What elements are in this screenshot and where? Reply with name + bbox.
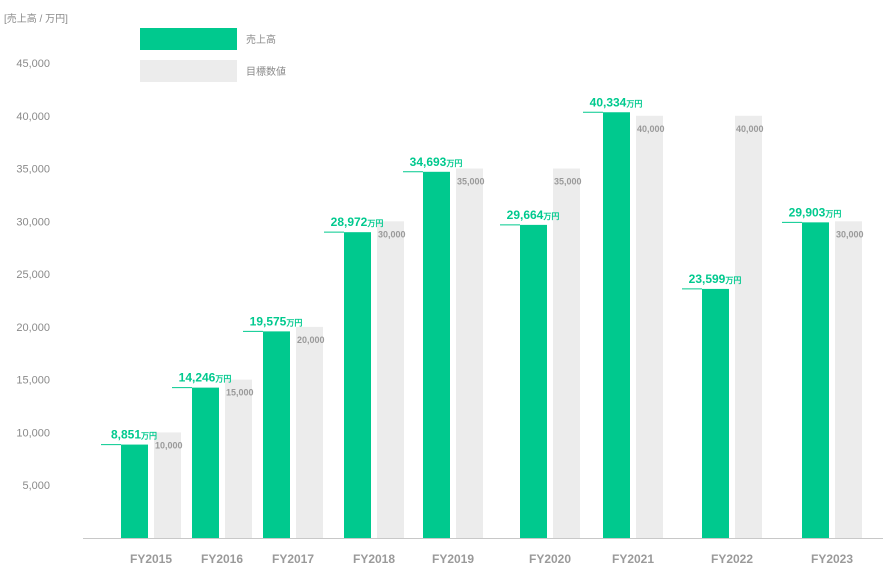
x-tick-label: FY2020: [529, 552, 571, 566]
sales-bar: [520, 224, 547, 538]
y-tick-label: 15,000: [16, 375, 50, 387]
target-bar: [636, 115, 663, 539]
x-tick-label: FY2022: [711, 552, 753, 566]
y-tick-label: 25,000: [16, 269, 50, 281]
target-bar: [296, 326, 323, 538]
sales-data-label: 29,903万円: [789, 205, 842, 219]
sales-data-label: 29,664万円: [507, 208, 560, 222]
x-tick-label: FY2019: [432, 552, 474, 566]
sales-bar: [121, 444, 148, 538]
y-tick-label: 10,000: [16, 427, 50, 439]
x-axis-labels: FY2015 FY2016 FY2017 FY2018 FY2019 FY2020 FY20…: [130, 552, 853, 566]
sales-bar: [802, 222, 829, 538]
target-bar: [456, 168, 483, 539]
target-data-label: 30,000: [836, 229, 864, 239]
target-data-label: 30,000: [378, 229, 406, 239]
y-tick-label: 30,000: [16, 216, 50, 228]
y-tick-label: 5,000: [22, 480, 50, 492]
x-tick-label: FY2015: [130, 552, 172, 566]
y-tick-label: 20,000: [16, 322, 50, 334]
legend-swatch-sales: [140, 28, 237, 50]
target-data-label: 10,000: [155, 440, 183, 450]
target-bar: [377, 221, 404, 539]
y-tick-label: 45,000: [16, 58, 50, 70]
y-tick-label: 35,000: [16, 164, 50, 176]
target-data-label: 20,000: [297, 335, 325, 345]
x-tick-label: FY2021: [612, 552, 654, 566]
x-tick-label: FY2018: [353, 552, 395, 566]
sales-bar: [702, 288, 729, 538]
legend-label-sales: 売上高: [246, 33, 276, 46]
legend-swatch-target: [140, 60, 237, 82]
sales-data-label: 28,972万円: [331, 215, 384, 229]
target-data-label: 40,000: [736, 124, 764, 134]
target-bar: [154, 432, 181, 538]
sales-data-label: 19,575万円: [250, 314, 303, 328]
target-bar: [553, 168, 580, 539]
sales-bar: [263, 331, 290, 538]
sales-bar: [603, 112, 630, 538]
target-data-label: 35,000: [457, 177, 485, 187]
x-tick-label: FY2023: [811, 552, 853, 566]
sales-data-label: 8,851万円: [111, 428, 157, 442]
sales-data-label: 34,693万円: [410, 155, 463, 169]
legend: 売上高 目標数値: [140, 28, 286, 82]
y-tick-label: 40,000: [16, 111, 50, 123]
target-data-label: 15,000: [226, 388, 254, 398]
target-bar: [225, 379, 252, 538]
sales-bar: [192, 387, 219, 538]
sales-bar: [423, 171, 450, 538]
sales-data-label: 23,599万円: [689, 272, 742, 286]
sales-data-label: 40,334万円: [590, 95, 643, 109]
y-axis-ticks: 5,000 10,000 15,000 20,000 25,000 30,000 35,00…: [16, 58, 50, 492]
legend-label-target: 目標数値: [246, 65, 286, 78]
x-tick-label: FY2016: [201, 552, 243, 566]
target-data-label: 35,000: [554, 177, 582, 187]
sales-data-label: 14,246万円: [179, 371, 232, 385]
target-data-label: 40,000: [637, 124, 665, 134]
sales-bar: [344, 232, 371, 538]
y-axis-unit-label: [売上高 / 万円]: [4, 12, 68, 25]
target-bar: [735, 115, 762, 539]
target-bar: [835, 221, 862, 539]
x-tick-label: FY2017: [272, 552, 314, 566]
